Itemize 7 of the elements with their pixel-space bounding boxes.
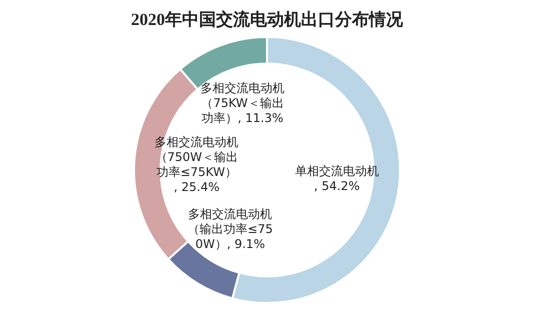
slice-label: 多相交流电动机（75KW＜输出功率）, 11.3% bbox=[200, 81, 284, 126]
data-label: , 25.4% bbox=[174, 180, 220, 194]
slice-label: 多相交流电动机（输出功率≤750W）, 9.1% bbox=[188, 207, 273, 252]
slice-label: 单相交流电动机 bbox=[294, 164, 379, 178]
chart-title: 2020年中国交流电动机出口分布情况 bbox=[130, 9, 404, 31]
slice-label: 多相交流电动机（750W＜输出功率≤75KW） bbox=[154, 135, 239, 180]
data-label: , 54.2% bbox=[314, 178, 360, 193]
